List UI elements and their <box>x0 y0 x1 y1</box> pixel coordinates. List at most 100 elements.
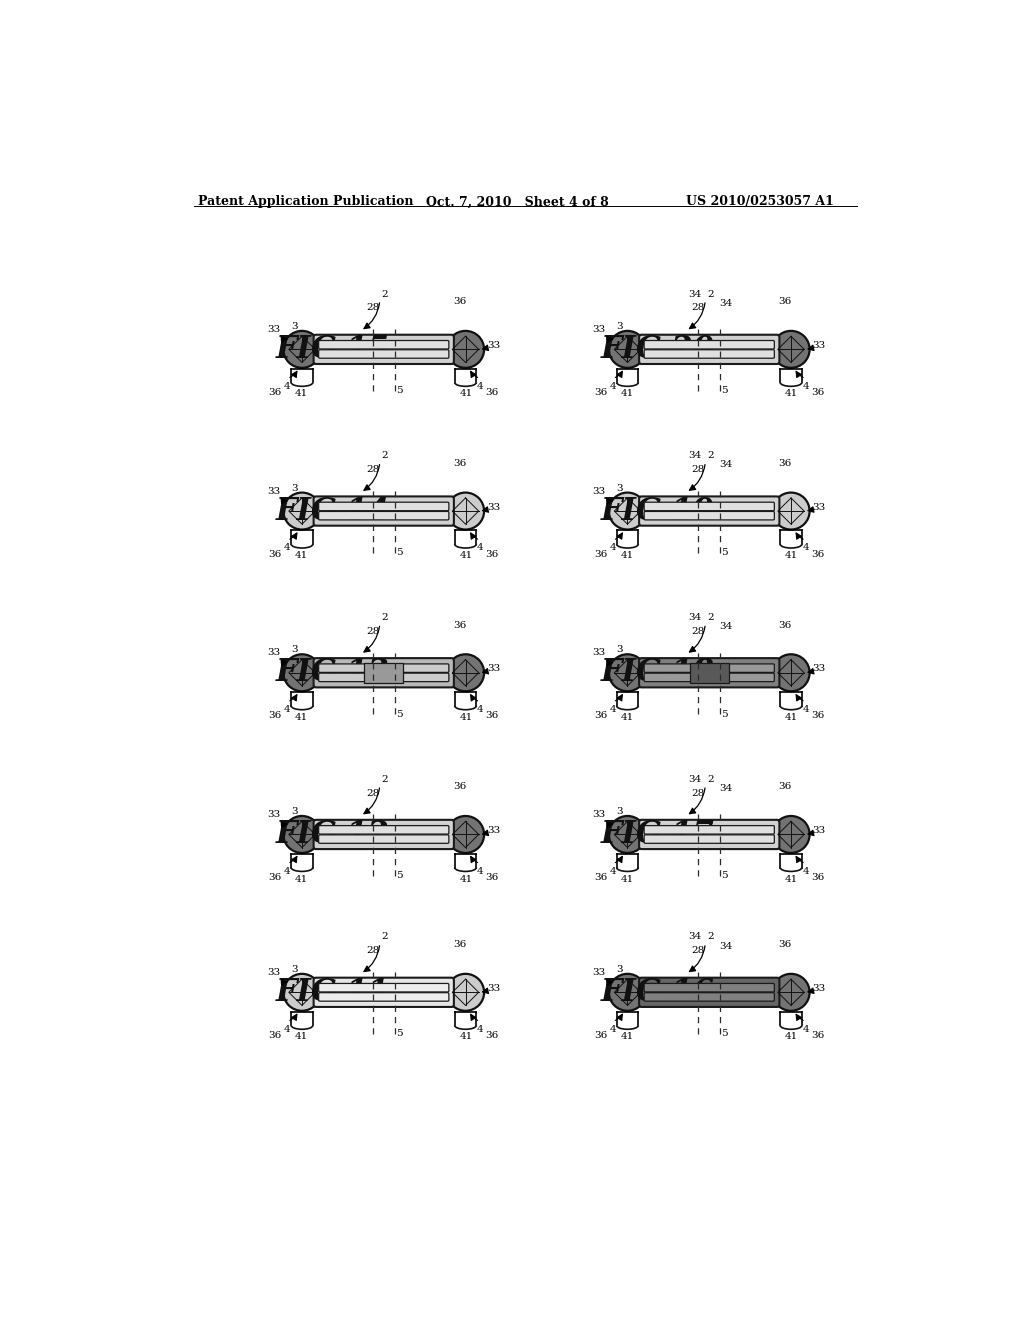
Text: 36: 36 <box>453 297 466 306</box>
Text: 36: 36 <box>268 711 282 721</box>
Text: FIG.20: FIG.20 <box>601 334 715 364</box>
FancyBboxPatch shape <box>318 341 449 348</box>
Text: FIG.18: FIG.18 <box>601 657 715 688</box>
FancyBboxPatch shape <box>318 673 449 681</box>
Text: 4: 4 <box>803 1024 809 1034</box>
Text: FIG.13: FIG.13 <box>275 657 389 688</box>
Text: 5: 5 <box>396 710 402 718</box>
Text: 5: 5 <box>722 548 728 557</box>
FancyBboxPatch shape <box>639 496 779 525</box>
Text: 34: 34 <box>720 941 733 950</box>
Text: 4: 4 <box>477 381 483 391</box>
Ellipse shape <box>772 816 810 853</box>
Text: 36: 36 <box>811 1031 824 1040</box>
Text: FIG.15: FIG.15 <box>275 334 389 364</box>
Text: 41: 41 <box>459 1032 472 1041</box>
Text: US 2010/0253057 A1: US 2010/0253057 A1 <box>686 195 834 209</box>
Text: 41: 41 <box>621 389 634 399</box>
FancyBboxPatch shape <box>318 350 449 358</box>
FancyBboxPatch shape <box>644 993 774 1001</box>
Ellipse shape <box>609 331 646 368</box>
Text: 4: 4 <box>477 867 483 875</box>
Text: 4: 4 <box>477 705 483 714</box>
Ellipse shape <box>284 655 321 692</box>
FancyBboxPatch shape <box>318 983 449 991</box>
Text: 4: 4 <box>284 1024 291 1034</box>
Text: Patent Application Publication: Patent Application Publication <box>198 195 414 209</box>
Text: 3: 3 <box>291 807 298 816</box>
Text: 34: 34 <box>720 622 733 631</box>
Text: 33: 33 <box>593 648 606 657</box>
Text: 36: 36 <box>778 940 792 949</box>
Text: 41: 41 <box>621 552 634 560</box>
Ellipse shape <box>772 974 810 1011</box>
Text: 2: 2 <box>381 289 388 298</box>
Text: 36: 36 <box>485 711 499 721</box>
Text: 2: 2 <box>381 612 388 622</box>
Text: 33: 33 <box>487 664 501 673</box>
FancyBboxPatch shape <box>644 511 774 520</box>
Text: 36: 36 <box>594 873 607 882</box>
Text: FIG.16: FIG.16 <box>601 977 715 1007</box>
FancyBboxPatch shape <box>639 659 779 688</box>
Text: 3: 3 <box>291 322 298 331</box>
Text: 3: 3 <box>291 483 298 492</box>
Text: 33: 33 <box>487 983 501 993</box>
Text: 36: 36 <box>453 783 466 792</box>
Text: 4: 4 <box>803 867 809 875</box>
Text: 33: 33 <box>813 983 826 993</box>
Text: 41: 41 <box>784 552 798 560</box>
Text: 3: 3 <box>291 965 298 974</box>
Text: 41: 41 <box>459 552 472 560</box>
Text: FIG.17: FIG.17 <box>601 818 715 850</box>
FancyBboxPatch shape <box>639 820 779 849</box>
Text: 33: 33 <box>593 810 606 818</box>
Text: 33: 33 <box>487 341 501 350</box>
Text: FIG.19: FIG.19 <box>601 495 715 527</box>
Text: 41: 41 <box>784 389 798 399</box>
Text: 41: 41 <box>459 713 472 722</box>
Text: 28: 28 <box>367 304 380 313</box>
Text: 4: 4 <box>477 544 483 552</box>
Text: 33: 33 <box>267 487 281 496</box>
Ellipse shape <box>284 816 321 853</box>
FancyBboxPatch shape <box>644 341 774 348</box>
Text: FIG.11: FIG.11 <box>275 977 389 1007</box>
Text: 36: 36 <box>453 620 466 630</box>
FancyBboxPatch shape <box>313 335 454 364</box>
Text: 34: 34 <box>688 775 701 784</box>
Text: 41: 41 <box>295 713 308 722</box>
Text: 4: 4 <box>803 705 809 714</box>
Text: 4: 4 <box>609 381 616 391</box>
FancyBboxPatch shape <box>644 983 774 991</box>
Text: 36: 36 <box>594 1031 607 1040</box>
Ellipse shape <box>772 492 810 529</box>
Text: 33: 33 <box>813 503 826 512</box>
Text: 28: 28 <box>692 946 706 956</box>
Text: 36: 36 <box>485 873 499 882</box>
FancyBboxPatch shape <box>318 502 449 511</box>
Text: 5: 5 <box>722 871 728 880</box>
FancyBboxPatch shape <box>313 820 454 849</box>
Text: 33: 33 <box>267 325 281 334</box>
Text: 2: 2 <box>707 775 714 784</box>
FancyBboxPatch shape <box>318 834 449 843</box>
FancyBboxPatch shape <box>644 350 774 358</box>
Ellipse shape <box>446 816 484 853</box>
Text: 3: 3 <box>616 807 624 816</box>
Text: 5: 5 <box>722 1030 728 1039</box>
Text: 41: 41 <box>295 389 308 399</box>
Text: 33: 33 <box>813 826 826 836</box>
Text: 5: 5 <box>722 387 728 395</box>
Text: 33: 33 <box>593 325 606 334</box>
Text: 4: 4 <box>284 381 291 391</box>
Ellipse shape <box>446 492 484 529</box>
Bar <box>690 663 729 682</box>
Text: 3: 3 <box>616 965 624 974</box>
Text: 5: 5 <box>396 548 402 557</box>
Text: 36: 36 <box>453 940 466 949</box>
Text: 34: 34 <box>720 784 733 793</box>
Text: 2: 2 <box>381 932 388 941</box>
Text: 36: 36 <box>778 620 792 630</box>
FancyBboxPatch shape <box>644 673 774 681</box>
